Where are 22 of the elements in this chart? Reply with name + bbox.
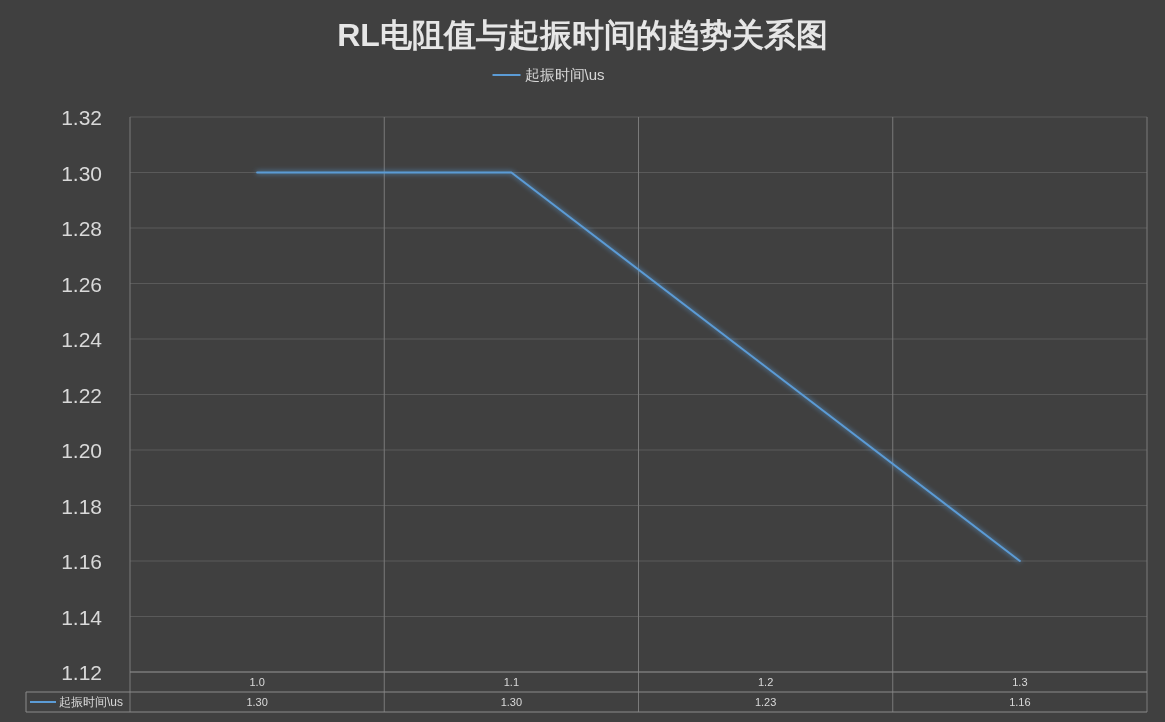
x-tick-label: 1.0	[249, 676, 265, 688]
y-tick-label: 1.26	[61, 272, 102, 296]
y-tick-label: 1.30	[61, 161, 102, 185]
chart-title: RL电阻值与起振时间的趋势关系图	[337, 17, 828, 53]
data-label: 1.30	[500, 696, 523, 708]
data-label: 1.16	[1009, 696, 1031, 708]
y-tick-label: 1.22	[61, 383, 102, 407]
x-tick-label: 1.3	[1012, 676, 1028, 688]
y-tick-label: 1.18	[61, 494, 102, 518]
y-tick-label: 1.14	[61, 605, 103, 629]
x-tick-label: 1.1	[503, 676, 520, 688]
y-tick-label: 1.32	[61, 106, 102, 129]
data-label: 1.30	[246, 696, 268, 708]
x-tick-label: 1.2	[757, 676, 774, 688]
y-tick-label: 1.16	[61, 550, 102, 573]
data-label: 1.23	[754, 696, 777, 708]
legend-label: 起振时间\us	[524, 66, 605, 83]
y-tick-label: 1.24	[61, 328, 103, 351]
y-tick-label: 1.20	[61, 439, 102, 462]
text: 起振时间\us	[59, 695, 124, 709]
y-tick-label: 1.12	[61, 661, 102, 684]
y-tick-label: 1.28	[61, 217, 102, 240]
